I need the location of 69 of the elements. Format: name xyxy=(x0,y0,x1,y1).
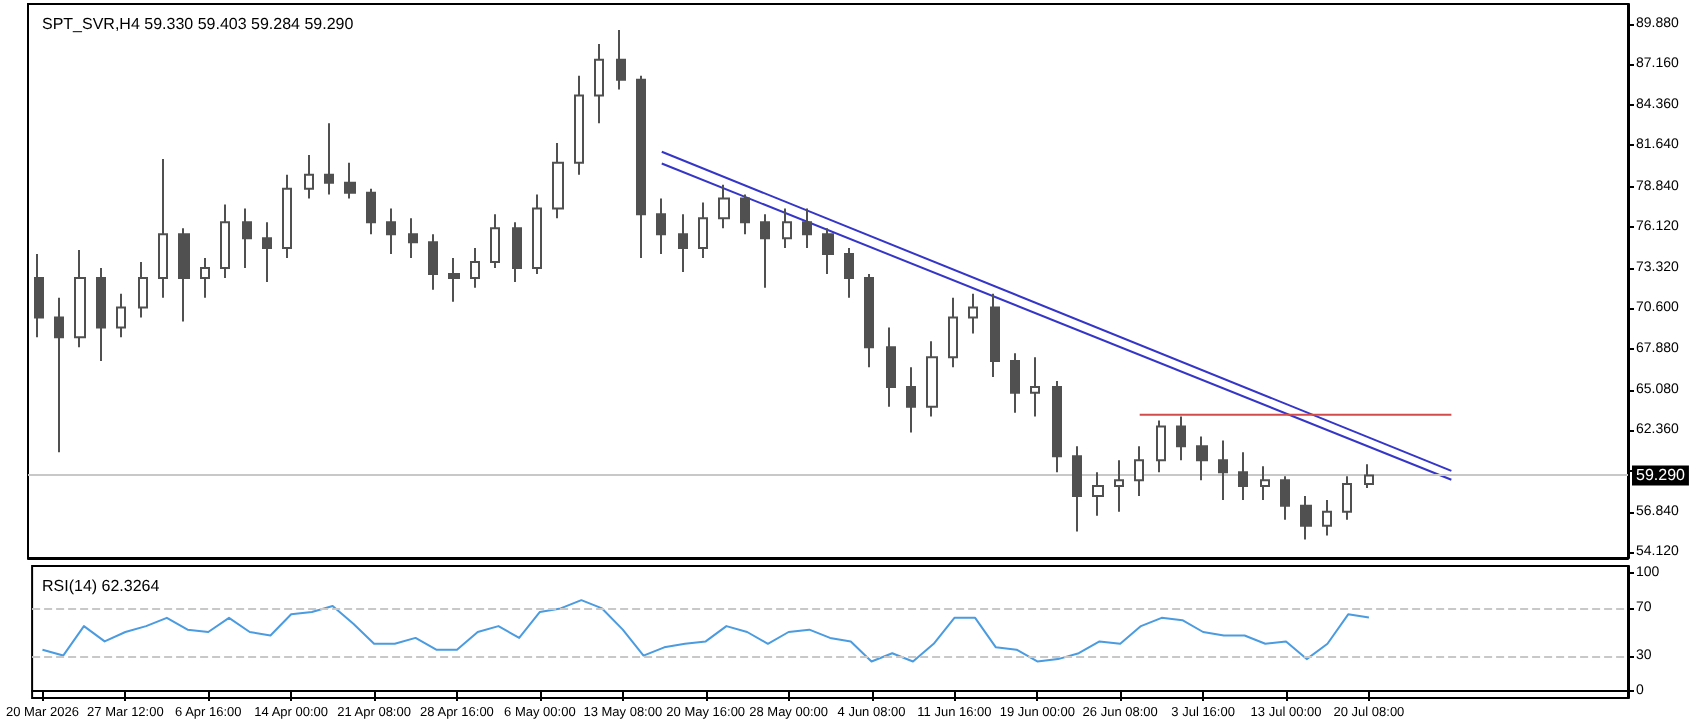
candlestick xyxy=(96,267,106,363)
candlestick xyxy=(54,296,64,454)
candlestick xyxy=(636,74,646,260)
candlestick xyxy=(138,260,148,319)
candlestick xyxy=(386,207,396,256)
candlestick xyxy=(1176,415,1186,462)
candlestick xyxy=(448,257,460,303)
candlestick xyxy=(1260,465,1270,501)
candlestick xyxy=(926,340,938,418)
candlestick xyxy=(116,292,126,339)
candlestick xyxy=(490,213,500,269)
candlestick xyxy=(782,207,792,250)
candlestick xyxy=(1010,352,1020,414)
candlestick xyxy=(552,142,564,220)
candlestick xyxy=(968,292,978,335)
candlestick xyxy=(158,157,168,299)
candlestick xyxy=(1280,475,1290,521)
candlestick xyxy=(1196,435,1208,482)
candlestick xyxy=(1156,419,1166,474)
candlestick xyxy=(512,221,522,283)
candlestick xyxy=(844,247,854,299)
candlestick xyxy=(200,257,210,299)
candlestick xyxy=(1134,445,1144,497)
candlestick xyxy=(408,217,418,260)
candlestick xyxy=(324,122,334,196)
candlestick xyxy=(74,249,86,349)
candlestick xyxy=(594,42,604,125)
candlestick xyxy=(428,233,438,291)
line-series xyxy=(41,599,1370,663)
candlestick xyxy=(678,213,688,273)
candlestick xyxy=(532,193,542,275)
candlestick xyxy=(304,153,314,200)
candlestick xyxy=(760,213,770,289)
candlestick xyxy=(1342,475,1352,521)
candlestick xyxy=(1030,356,1040,418)
candlestick xyxy=(574,74,584,176)
candlestick xyxy=(698,201,708,260)
candlestick xyxy=(1072,445,1082,533)
candlestick xyxy=(1092,471,1104,517)
candlestick xyxy=(906,366,916,434)
candlestick xyxy=(802,207,812,250)
candlestick xyxy=(242,207,252,269)
candlestick xyxy=(1052,380,1062,474)
candlestick xyxy=(1114,459,1124,513)
candlestick xyxy=(886,326,896,408)
candlestick xyxy=(220,203,230,279)
candlestick xyxy=(282,173,292,260)
candlestick xyxy=(616,29,626,91)
text: RSI(14) 62.3264 xyxy=(42,577,161,595)
candlestick xyxy=(718,183,730,230)
candlestick xyxy=(1322,498,1332,537)
candlestick xyxy=(740,193,750,236)
text: SPT_SVR,H4 59.330 59.403 59.284 59.290 xyxy=(42,15,355,33)
candlestick xyxy=(948,296,958,369)
candlestick xyxy=(470,247,480,289)
ref-line-label: 59.290 xyxy=(1636,466,1687,485)
candlestick xyxy=(1218,439,1228,501)
candlestick xyxy=(1300,494,1312,541)
candlestick xyxy=(178,227,190,323)
candlestick xyxy=(34,253,44,339)
candlestick xyxy=(1364,463,1374,489)
candlestick xyxy=(344,161,356,200)
candlestick xyxy=(262,221,272,283)
candlestick xyxy=(822,227,834,275)
candlestick xyxy=(1238,451,1248,501)
candlestick xyxy=(990,292,1000,379)
candlestick xyxy=(864,272,874,369)
candlestick xyxy=(366,187,376,236)
candlestick xyxy=(656,197,666,256)
